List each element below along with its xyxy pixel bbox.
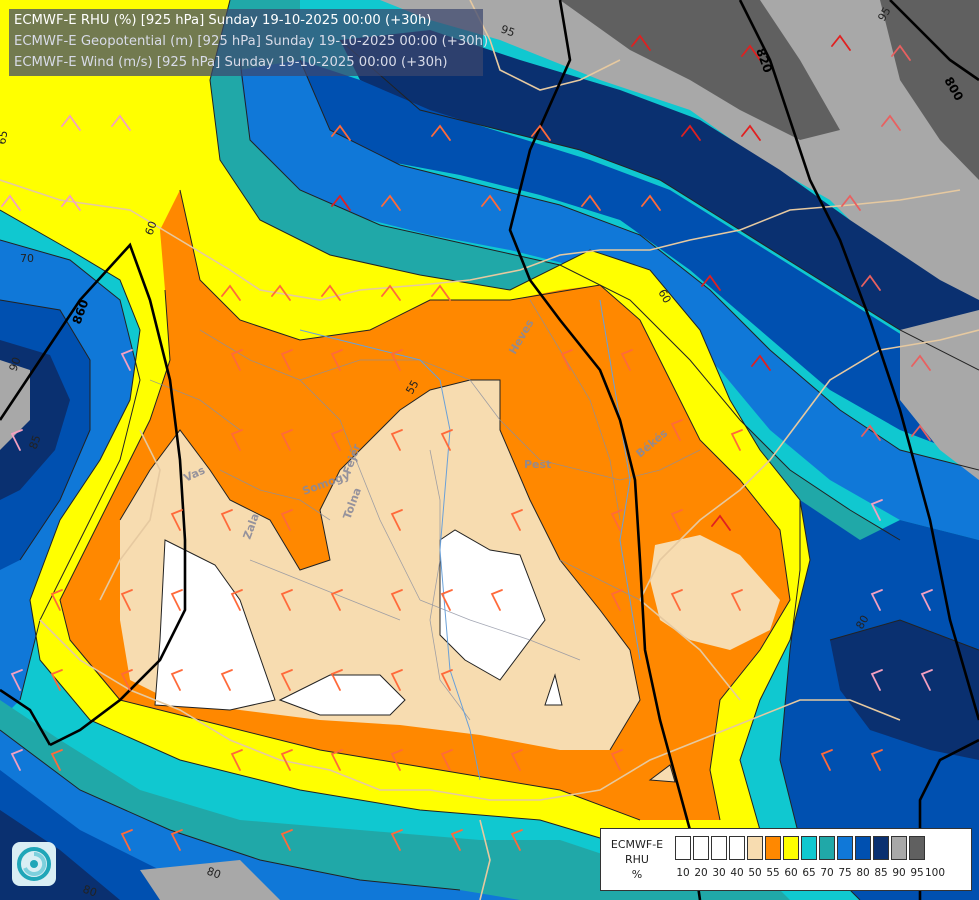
rh-label-70: 70	[20, 252, 34, 265]
legend-swatch-10	[675, 836, 691, 860]
legend-tick-70: 70	[820, 867, 834, 879]
legend-tick-75: 75	[838, 867, 852, 879]
legend-swatch-85	[873, 836, 889, 860]
legend-swatch-95	[909, 836, 925, 860]
legend-swatch-30	[711, 836, 727, 860]
geopotential-title: ECMWF-E Geopotential (m) [925 hPa] Sunda…	[14, 34, 489, 49]
geopotential-line-840	[508, 0, 702, 900]
swirl-logo-icon	[17, 847, 51, 881]
legend-swatch-65	[801, 836, 817, 860]
rh-label-80-b: 80	[81, 883, 99, 900]
legend-swatch-90	[891, 836, 907, 860]
legend-swatch-80	[855, 836, 871, 860]
legend-swatch-40	[729, 836, 745, 860]
map-title-panel: ECMWF-E RHU (%) [925 hPa] Sunday 19-10-2…	[9, 9, 488, 76]
legend-tick-90: 90	[892, 867, 906, 879]
rh-band-below-50-e	[648, 764, 676, 783]
rh-band-85-east	[830, 620, 979, 760]
rh-band-95-northeast	[880, 0, 979, 180]
legend-tick-100: 100	[924, 867, 946, 879]
geopotential-line-800	[889, 0, 979, 82]
wind-barbs	[1, 34, 933, 851]
geopotential-line-860	[0, 242, 187, 747]
rh-band-50-east	[650, 535, 780, 650]
legend-tick-80: 80	[856, 867, 870, 879]
legend-tick-65: 65	[802, 867, 816, 879]
legend-title: ECMWF-E RHU %	[605, 837, 669, 882]
legend-tick-55: 55	[766, 867, 780, 879]
contour-value-labels: 55 60 60 65 70 80 80 80 85 90 95 95	[0, 5, 894, 900]
rh-label-80-c: 80	[205, 865, 223, 882]
legend-tick-40: 40	[730, 867, 744, 879]
legend-tick-50: 50	[748, 867, 762, 879]
rh-band-80-north	[280, 60, 979, 460]
rh-band-90-north	[380, 0, 979, 300]
legend-tick-10: 10	[676, 867, 690, 879]
legend-title-model: ECMWF-E	[610, 838, 664, 851]
rh-band-90-south	[140, 860, 280, 900]
rh-label-65: 65	[0, 129, 10, 145]
rh-band-95-north	[560, 0, 840, 140]
rh-label-60-a: 60	[143, 219, 160, 237]
legend-tick-20: 20	[694, 867, 708, 879]
legend-tick-60: 60	[784, 867, 798, 879]
legend-swatch-70	[819, 836, 835, 860]
legend-tick-30: 30	[712, 867, 726, 879]
rh-band-below-50-b	[278, 674, 406, 716]
rh-band-below-50-c	[439, 529, 546, 681]
geopotential-line-820	[738, 0, 979, 721]
legend-tick-95: 95	[910, 867, 924, 879]
rh-label-95-a: 95	[499, 23, 517, 40]
legend-swatch-60	[783, 836, 799, 860]
legend-tick-85: 85	[874, 867, 888, 879]
rivers	[299, 299, 641, 781]
legend-swatch-20	[693, 836, 709, 860]
rh-band-75-north	[240, 60, 979, 540]
rh-label-85: 85	[27, 433, 44, 451]
legend-title-variable: RHU	[625, 853, 649, 866]
rh-label-60-b: 60	[655, 287, 673, 306]
rh-band-90-west	[0, 360, 30, 450]
rh-label-80-a: 80	[853, 613, 871, 632]
provider-logo	[12, 842, 56, 886]
rhu-legend: ECMWF-E RHU % 10 20 30 40 50 55 60 65 70 75 80 85 90…	[600, 828, 972, 891]
rh-band-85-north	[340, 30, 979, 370]
legend-title-unit: %	[631, 868, 643, 881]
rh-label-90: 90	[7, 355, 24, 373]
rhu-title: ECMWF-E RHU (%) [925 hPa] Sunday 19-10-2…	[14, 13, 432, 28]
legend-swatch-50	[747, 836, 763, 860]
legend-swatch-55	[765, 836, 781, 860]
rh-band-below-50-d	[544, 673, 563, 706]
rh-label-95-b: 95	[875, 5, 893, 24]
rh-band-90-east	[900, 310, 979, 480]
rh-label-55: 55	[403, 378, 421, 397]
legend-swatch-75	[837, 836, 853, 860]
place-label-pest: Pest	[524, 458, 551, 471]
wind-title: ECMWF-E Wind (m/s) [925 hPa] Sunday 19-1…	[14, 55, 448, 70]
geopotential-line-west	[0, 688, 52, 746]
